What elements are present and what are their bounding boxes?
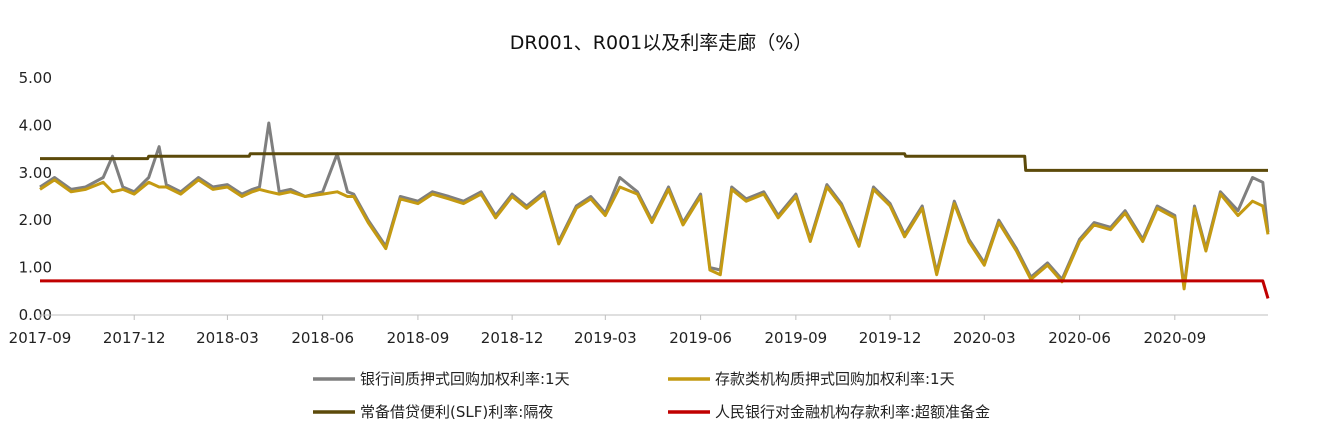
legend-label: 人民银行对金融机构存款利率:超额准备金 <box>715 403 990 421</box>
x-tick-label: 2019-06 <box>669 329 732 347</box>
series-interbank-dr001-line <box>39 121 1270 289</box>
y-axis-ticks: 0.00 1.00 2.00 3.00 4.00 5.00 <box>19 69 52 324</box>
x-tick-label: 2019-12 <box>859 329 922 347</box>
legend-label: 常备借贷便利(SLF)利率:隔夜 <box>360 403 553 421</box>
x-tick-label: 2017-12 <box>103 329 166 347</box>
x-tick-label: 2019-09 <box>765 329 828 347</box>
legend-label: 存款类机构质押式回购加权利率:1天 <box>715 370 955 388</box>
x-tick-label: 2019-03 <box>574 329 637 347</box>
x-tick-label: 2018-06 <box>291 329 354 347</box>
y-tick-label: 1.00 <box>19 259 52 277</box>
legend-item-interbank-dr001: 银行间质押式回购加权利率:1天 <box>313 370 570 388</box>
x-tick-label: 2017-09 <box>9 329 72 347</box>
x-tick-label: 2020-09 <box>1143 329 1206 347</box>
y-tick-label: 5.00 <box>19 69 52 87</box>
legend-label: 银行间质押式回购加权利率:1天 <box>360 370 570 388</box>
x-tick-label: 2020-06 <box>1048 329 1111 347</box>
legend-item-excess-reserve-rate: 人民银行对金融机构存款利率:超额准备金 <box>668 403 990 421</box>
x-tick-label: 2018-12 <box>481 329 544 347</box>
series-slf-overnight-line <box>40 152 1268 172</box>
y-tick-label: 2.00 <box>19 211 52 229</box>
y-tick-label: 4.00 <box>19 116 52 134</box>
x-tick-label: 2018-09 <box>387 329 450 347</box>
legend-item-slf-overnight: 常备借贷便利(SLF)利率:隔夜 <box>313 403 553 421</box>
legend: 银行间质押式回购加权利率:1天 存款类机构质押式回购加权利率:1天常备借贷便利(S… <box>313 370 990 421</box>
y-tick-label: 3.00 <box>19 164 52 182</box>
x-axis-ticks: 2017-09 2017-12 2018-03 2018-06 2018-09 2018-… <box>9 315 1206 347</box>
chart-title: DR001、R001以及利率走廊（%） <box>510 32 813 54</box>
series-depository-r001-line <box>39 178 1270 291</box>
x-tick-label: 2018-03 <box>196 329 259 347</box>
legend-item-depository-r001: 存款类机构质押式回购加权利率:1天 <box>668 370 955 388</box>
series-excess-reserve-rate-line <box>40 279 1270 299</box>
x-tick-label: 2020-03 <box>953 329 1016 347</box>
y-tick-label: 0.00 <box>19 306 52 324</box>
series-layer <box>39 121 1270 299</box>
